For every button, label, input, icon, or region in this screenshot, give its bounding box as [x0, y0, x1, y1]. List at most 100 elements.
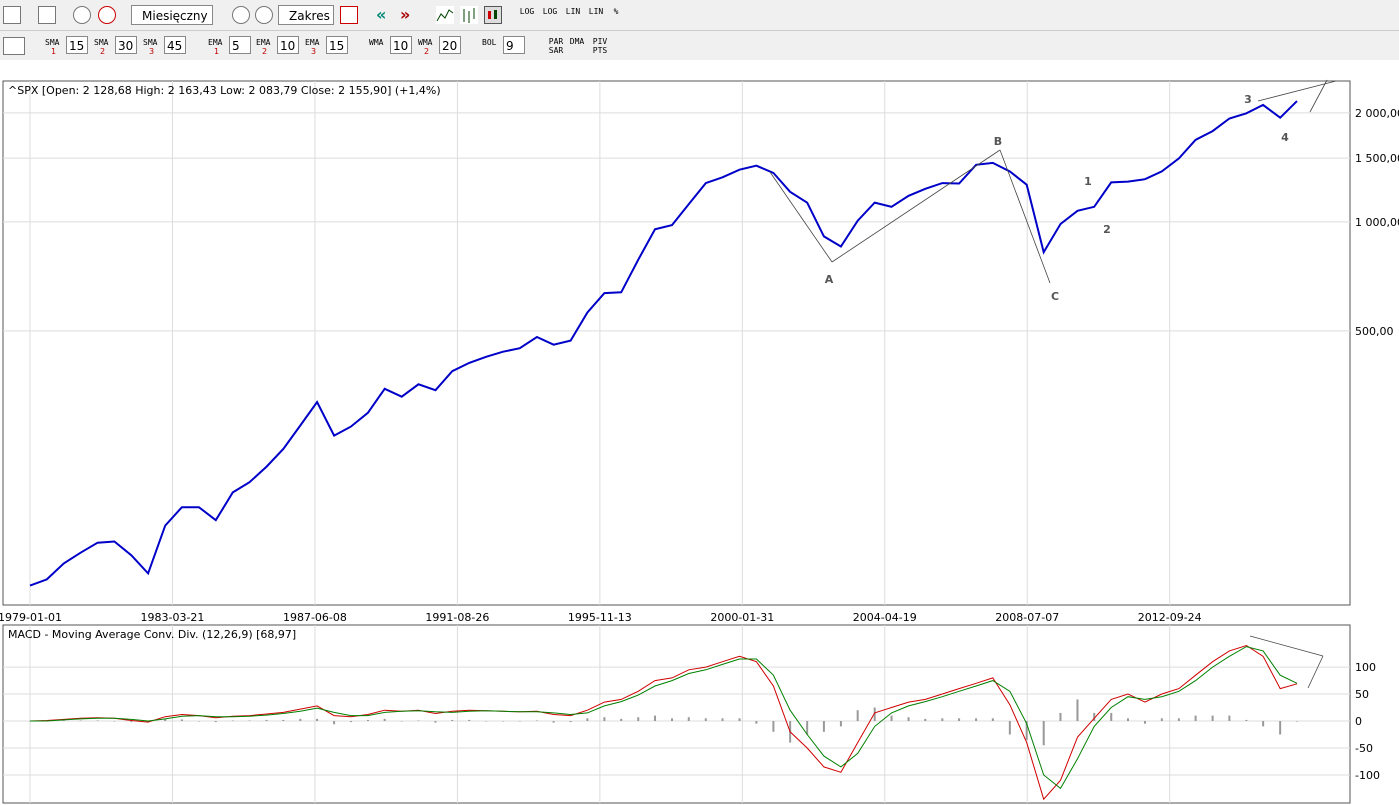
histogram-bar — [1194, 715, 1197, 722]
x-tick-label: 2000-01-31 — [710, 611, 774, 624]
indicator-sub: 2 — [424, 47, 430, 56]
trendline — [999, 149, 1051, 284]
chart-title: MACD - Moving Average Conv. Div. (12,26,… — [8, 628, 296, 641]
histogram-bar — [738, 718, 741, 722]
zoom-in[interactable] — [232, 6, 250, 24]
zoom-out[interactable] — [255, 6, 273, 24]
indicator-value[interactable]: 30 — [115, 36, 137, 54]
forward[interactable]: » — [400, 5, 411, 24]
icon[interactable] — [38, 6, 56, 24]
trendline — [1307, 655, 1324, 689]
scale-button[interactable]: LOG — [519, 7, 535, 16]
indicator-value[interactable]: 10 — [390, 36, 412, 54]
icon[interactable] — [3, 37, 25, 55]
icon[interactable] — [340, 6, 358, 24]
indicator-value[interactable]: 20 — [439, 36, 461, 54]
scale-button[interactable]: LIN — [565, 7, 581, 16]
ohlc-type[interactable] — [460, 6, 478, 24]
icon[interactable] — [73, 6, 91, 24]
indicator-value[interactable]: 15 — [326, 36, 348, 54]
trendline — [1257, 80, 1337, 102]
histogram-bar — [586, 718, 589, 722]
x-tick-label: 2012-09-24 — [1138, 611, 1202, 624]
histogram-bar — [822, 721, 825, 732]
histogram-bar — [485, 721, 488, 722]
indicator-button[interactable]: PIV PTS — [592, 37, 608, 55]
icon[interactable] — [3, 6, 21, 24]
histogram-bar — [687, 717, 690, 722]
icon[interactable] — [98, 6, 116, 24]
indicator-value[interactable]: 5 — [229, 36, 251, 54]
histogram-bar — [1228, 715, 1231, 722]
candle-type[interactable] — [484, 6, 502, 24]
histogram-bar — [366, 719, 369, 722]
indicator-button[interactable]: DMA — [569, 37, 585, 46]
histogram-bar — [333, 721, 336, 725]
histogram-bar — [907, 717, 910, 722]
x-tick-label: 1987-06-08 — [283, 611, 347, 624]
indicator-label: SMA — [94, 38, 109, 47]
histogram-bar — [113, 721, 116, 722]
y-tick-label: 1 000,00 — [1355, 216, 1399, 229]
histogram-bar — [958, 718, 961, 722]
histogram-bar — [197, 721, 200, 722]
histogram-bar — [130, 721, 133, 723]
histogram-bar — [1059, 712, 1062, 722]
histogram-bar — [721, 718, 724, 722]
indicator-sub: 1 — [51, 47, 57, 56]
wave-label: B — [994, 135, 1002, 148]
histogram-bar — [1177, 718, 1180, 722]
indicator-sub: 2 — [100, 47, 106, 56]
y-tick-label: 50 — [1355, 688, 1369, 701]
period: Miesięczny — [142, 9, 208, 23]
indicator-label: EMA — [208, 38, 223, 47]
histogram-bar — [1008, 721, 1011, 735]
histogram-bar — [1262, 721, 1265, 727]
histogram-bar — [653, 715, 656, 722]
scale-button[interactable]: LOG — [542, 7, 558, 16]
trendline — [769, 171, 833, 263]
histogram-bar — [1144, 721, 1147, 724]
histogram-bar — [417, 720, 420, 722]
indicator-value[interactable]: 45 — [164, 36, 186, 54]
x-tick-label: 2004-04-19 — [853, 611, 917, 624]
trendline — [1309, 79, 1328, 113]
scale-button[interactable]: LIN — [588, 7, 604, 16]
histogram-bar — [806, 721, 809, 735]
indicator-label: SMA — [143, 38, 158, 47]
chart-title: ^SPX [Open: 2 128,68 High: 2 163,43 Low:… — [8, 84, 441, 97]
y-tick-label: -50 — [1355, 742, 1373, 755]
histogram-bar — [62, 720, 65, 722]
y-tick-label: 100 — [1355, 661, 1376, 674]
range: Zakres — [289, 9, 330, 23]
indicator-sub: 3 — [149, 47, 155, 56]
histogram-bar — [637, 717, 640, 722]
back[interactable]: « — [376, 5, 387, 24]
wave-label: A — [825, 273, 834, 286]
histogram-bar — [468, 719, 471, 722]
indicator-value[interactable]: 10 — [277, 36, 299, 54]
histogram-bar — [890, 715, 893, 722]
indicator-value[interactable]: 9 — [503, 36, 525, 54]
histogram-bar — [1076, 699, 1079, 722]
indicator-label: EMA — [305, 38, 320, 47]
range-select[interactable]: Zakres ▾ — [278, 5, 334, 43]
scale-button[interactable]: % — [613, 7, 619, 16]
histogram-bar — [1160, 718, 1163, 722]
indicator-value[interactable]: 15 — [66, 36, 88, 54]
histogram-bar — [1295, 721, 1298, 722]
histogram-bar — [856, 710, 859, 722]
histogram-bar — [265, 719, 268, 722]
histogram-bar — [1025, 721, 1028, 740]
histogram-bar — [1126, 718, 1129, 722]
histogram-bar — [231, 720, 234, 722]
histogram-bar — [214, 721, 217, 723]
indicator-button[interactable]: PAR SAR — [548, 37, 564, 55]
histogram-bar — [282, 719, 285, 722]
histogram-bar — [400, 721, 403, 722]
line-type[interactable] — [436, 6, 454, 24]
histogram-bar — [316, 718, 319, 722]
indicator-label: EMA — [256, 38, 271, 47]
